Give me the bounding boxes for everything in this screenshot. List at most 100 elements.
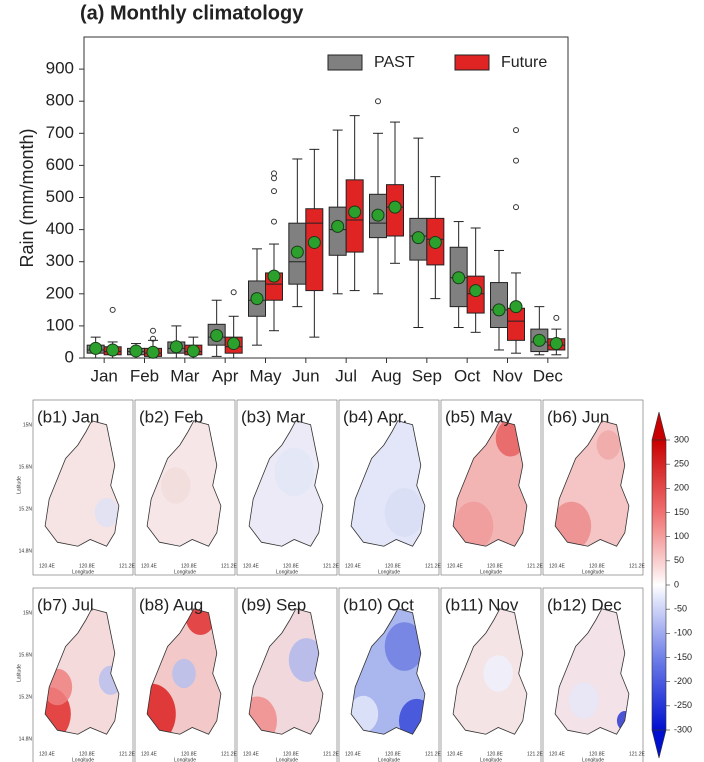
- lat-tick-label: 15.6N: [19, 464, 33, 470]
- panel-label: (b10) Oct: [343, 595, 414, 614]
- map-outline: [146, 608, 222, 735]
- colorbar-tick-label: -100: [674, 628, 692, 638]
- y-tick-label: 600: [46, 155, 74, 174]
- panel-label: (b1) Jan: [37, 407, 99, 426]
- lon-label: Longitude: [378, 757, 400, 762]
- map-panel: (b8) Aug 120.4E 120.8E 121.2E Longitude: [134, 587, 238, 762]
- box: [305, 208, 324, 292]
- lon-label: Longitude: [582, 569, 604, 575]
- legend-swatch: [327, 54, 363, 71]
- x-tick-label: Oct: [454, 366, 481, 385]
- x-tick-label: Mar: [170, 366, 200, 385]
- lon-tick-label: 120.4E: [549, 563, 566, 569]
- x-tick-label: Jun: [292, 366, 319, 385]
- y-tick-label: 800: [46, 91, 74, 110]
- lat-tick-label: 15N: [23, 610, 33, 616]
- map-region: [147, 683, 176, 735]
- mean-marker: [348, 205, 362, 219]
- mean-marker: [267, 269, 281, 283]
- map-outline: [554, 608, 630, 735]
- mean-marker: [549, 337, 563, 351]
- map-outline: [554, 420, 630, 547]
- lon-tick-label: 120.4E: [39, 751, 56, 757]
- outlier: [513, 127, 519, 134]
- mean-marker: [290, 245, 304, 259]
- lon-tick-label: 121.2E: [221, 751, 238, 757]
- map-panel: (b10) Oct 120.4E 120.8E 121.2E Longitude: [338, 587, 442, 762]
- legend-label: Future: [501, 54, 547, 71]
- map-region: [274, 447, 314, 497]
- lon-tick-label: 120.8E: [79, 751, 96, 757]
- map-region: [596, 430, 621, 460]
- x-tick-label: Nov: [492, 366, 523, 385]
- map-region: [453, 501, 494, 547]
- y-tick-label: 400: [46, 219, 74, 238]
- colorbar-tick-label: 200: [674, 483, 689, 493]
- colorbar-tick-label: 100: [674, 531, 689, 541]
- lat-label: Latitude: [16, 664, 22, 682]
- lon-tick-label: 120.4E: [243, 751, 260, 757]
- map-region: [569, 682, 599, 719]
- y-tick-label: 700: [46, 123, 74, 142]
- lon-tick-label: 120.8E: [181, 563, 198, 569]
- map-panel: (b7) Jul 120.4E 120.8E 121.2E Longitude 15N 15…: [16, 587, 136, 762]
- colorbar-tick-label: 250: [674, 459, 689, 469]
- legend-label: PAST: [374, 54, 415, 71]
- lon-tick-label: 120.8E: [385, 751, 402, 757]
- map-outline: [248, 608, 324, 735]
- lon-tick-label: 120.4E: [549, 751, 566, 757]
- mean-marker: [106, 343, 120, 357]
- map-outline: [248, 420, 324, 547]
- mean-marker: [146, 345, 160, 359]
- colorbar-tick-label: -250: [674, 700, 692, 710]
- mean-marker: [169, 340, 183, 354]
- colorbar-top: [651, 411, 667, 441]
- x-tick-label: Apr: [212, 366, 239, 385]
- lon-tick-label: 120.4E: [141, 751, 158, 757]
- mean-marker: [411, 231, 425, 245]
- panel-label: (b11) Nov: [445, 595, 519, 614]
- y-axis-label: Rain (mm/month): [17, 128, 37, 267]
- map-outline: [452, 608, 528, 735]
- map-region: [161, 467, 191, 504]
- lon-tick-label: 120.4E: [39, 563, 56, 569]
- lon-tick-label: 120.8E: [589, 751, 606, 757]
- map-panel: (b5) May 120.4E 120.8E 121.2E Longitude: [440, 399, 544, 575]
- map-panel: (b3) Mar 120.4E 120.8E 121.2E Longitude: [236, 399, 340, 575]
- y-tick-label: 200: [46, 283, 74, 302]
- lon-label: Longitude: [480, 569, 502, 575]
- lon-label: Longitude: [174, 757, 196, 762]
- lon-tick-label: 121.2E: [119, 751, 136, 757]
- y-tick-label: 300: [46, 251, 74, 270]
- map-panel: (b2) Feb 120.4E 120.8E 121.2E Longitude: [134, 399, 238, 575]
- map-outline: [146, 420, 222, 547]
- mean-marker: [388, 200, 402, 214]
- map-region: [185, 608, 216, 636]
- map-outline: [44, 420, 120, 547]
- lon-tick-label: 120.8E: [487, 563, 504, 569]
- mean-marker: [250, 292, 264, 306]
- map-panel: (b11) Nov 120.4E 120.8E 121.2E Longitude: [440, 587, 544, 762]
- chart-title: (a) Monthly climatology: [80, 2, 304, 24]
- outlier: [109, 306, 116, 313]
- panel-label: (b12) Dec: [547, 595, 622, 614]
- colorbar-tick-label: 50: [674, 555, 684, 565]
- mean-marker: [89, 341, 103, 355]
- lon-tick-label: 120.4E: [447, 563, 464, 569]
- legend-swatch: [454, 54, 490, 71]
- outlier: [513, 204, 519, 211]
- x-tick-label: May: [249, 366, 282, 385]
- panel-label: (b3) Mar: [241, 407, 306, 426]
- mean-marker: [371, 208, 385, 222]
- colorbar-tick-label: 0: [674, 579, 679, 589]
- lon-tick-label: 120.4E: [345, 563, 362, 569]
- panel-label: (b5) May: [445, 407, 513, 426]
- lon-tick-label: 121.2E: [323, 563, 340, 569]
- lon-label: Longitude: [378, 569, 400, 575]
- lat-tick-label: 15N: [23, 422, 33, 428]
- x-tick-label: Jan: [90, 366, 117, 385]
- lon-tick-label: 120.4E: [243, 563, 260, 569]
- outlier: [150, 335, 156, 342]
- outlier: [553, 314, 560, 321]
- lat-tick-label: 15.2N: [19, 694, 33, 700]
